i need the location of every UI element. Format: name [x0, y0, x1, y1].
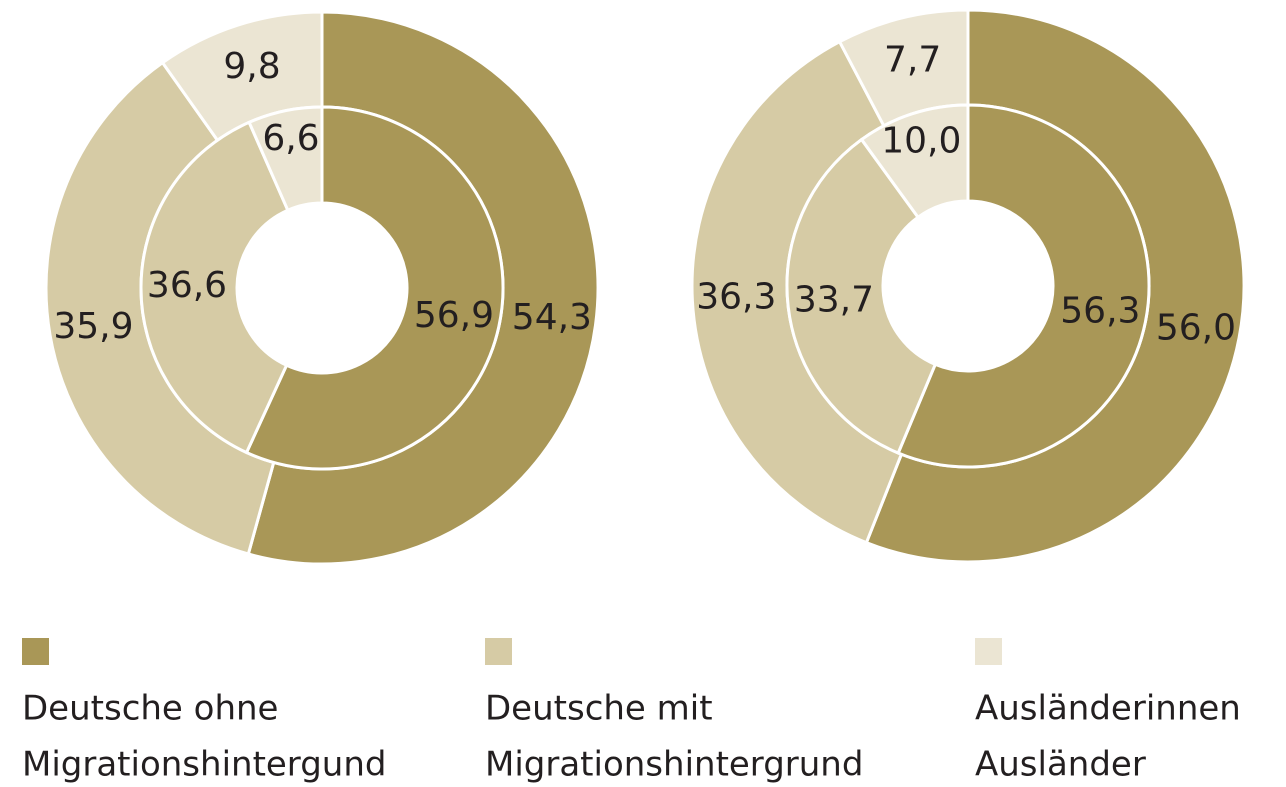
value-label: 56,0	[1156, 307, 1236, 348]
legend-label: Deutsche ohne	[22, 689, 278, 729]
value-label: 36,6	[147, 265, 227, 306]
ring-segment	[244, 105, 505, 471]
value-label: 36,3	[696, 276, 776, 317]
value-label: 56,9	[414, 295, 494, 336]
legend-label: Ausländer	[975, 745, 1146, 785]
value-label: 33,7	[794, 280, 874, 321]
legend-swatch	[975, 638, 1002, 665]
ring-segment	[139, 120, 290, 455]
legend-label: Migrationshintergund	[22, 745, 386, 785]
ring-segment	[247, 105, 324, 213]
value-label: 10,0	[881, 120, 961, 161]
ring-segment	[859, 103, 970, 220]
value-label: 54,3	[512, 297, 592, 338]
value-label: 56,3	[1060, 291, 1140, 332]
value-label: 35,9	[53, 306, 133, 347]
value-label: 9,8	[223, 46, 280, 87]
legend-label: Ausländerinnen	[975, 689, 1241, 729]
value-label: 7,7	[884, 40, 941, 81]
legend-swatch	[485, 638, 512, 665]
ring-segment	[896, 103, 1151, 469]
legend-label: Deutsche mit	[485, 689, 713, 729]
ring-segment	[785, 137, 938, 455]
value-label: 6,6	[262, 118, 319, 159]
legend-swatch	[22, 638, 49, 665]
legend-label: Migrationshintergrund	[485, 745, 863, 785]
